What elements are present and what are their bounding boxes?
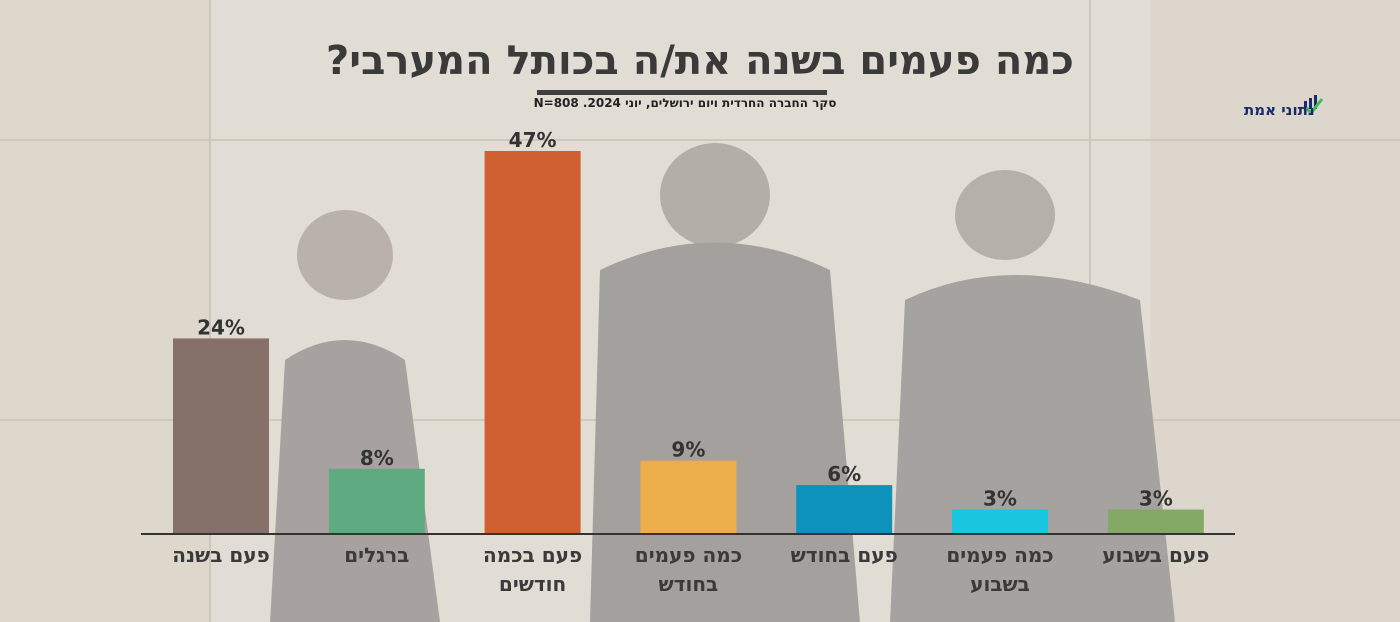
bar-6 bbox=[952, 509, 1048, 534]
data-label-6: 3% bbox=[983, 487, 1017, 511]
category-label-4-line-1: כמה פעמים bbox=[635, 543, 742, 567]
category-label-5-line-1: פעם בחודש bbox=[791, 543, 898, 567]
data-label-7: 3% bbox=[1139, 487, 1173, 511]
bar-7 bbox=[1107, 509, 1204, 534]
category-label-4-line-2: בחודש bbox=[659, 572, 719, 596]
data-label-2: 8% bbox=[360, 446, 394, 470]
category-label-3-line-2: חודשים bbox=[499, 572, 566, 596]
bar-1 bbox=[173, 338, 269, 534]
category-label-6-line-1: כמה פעמים bbox=[946, 543, 1053, 567]
bar-2 bbox=[328, 468, 425, 534]
data-label-4: 9% bbox=[671, 438, 705, 462]
logo-text: נתוני אמת bbox=[1244, 101, 1315, 119]
category-label-2-line-1: ברגלים bbox=[344, 543, 409, 567]
bars bbox=[173, 151, 1204, 534]
bar-3 bbox=[484, 151, 581, 534]
bar-5 bbox=[796, 485, 893, 534]
data-label-3: 47% bbox=[509, 128, 557, 152]
chart-subtitle: סקר החברה החרדית ויום ירושלים, יוני 2024… bbox=[533, 96, 837, 110]
bar-4 bbox=[640, 460, 737, 534]
category-label-3-line-1: פעם בכמה bbox=[483, 543, 582, 567]
chart-title: כמה פעמים בשנה את/ה בכותל המערבי? bbox=[326, 38, 1074, 84]
bar-check-icon bbox=[1304, 95, 1324, 115]
category-label-1-line-1: פעם בשנה bbox=[172, 543, 270, 567]
labels: 24% פעם בשנה 8% ברגלים 47% פעם בכמה חודשים 9% כמ… bbox=[172, 128, 1209, 596]
data-label-1: 24% bbox=[197, 315, 245, 339]
category-label-6-line-2: בשבוע bbox=[970, 572, 1030, 596]
title-underline bbox=[537, 90, 827, 95]
data-label-5: 6% bbox=[827, 462, 861, 486]
category-label-7-line-1: פעם בשבוע bbox=[1102, 543, 1209, 567]
